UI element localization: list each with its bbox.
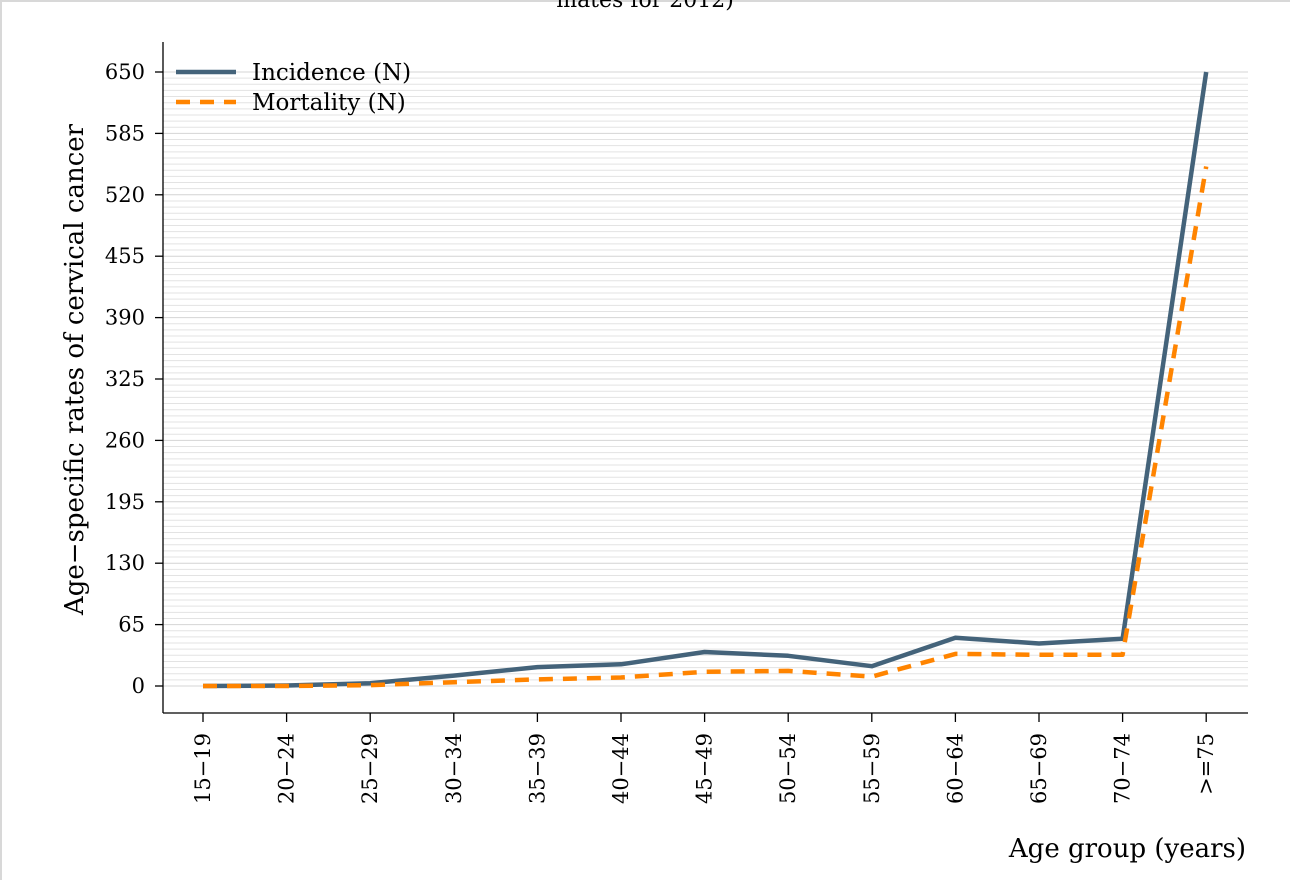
x-tick-label: 20−24 [275, 733, 299, 804]
mortality-line [203, 166, 1209, 689]
y-tick-label: 650 [105, 60, 145, 84]
x-tick-label: 25−29 [358, 733, 382, 804]
x-tick-label: 50−54 [776, 733, 800, 804]
y-tick-label: 325 [105, 367, 145, 391]
grid-lines [163, 71, 1248, 687]
y-tick-label: 390 [105, 306, 145, 330]
legend: Incidence (N) Mortality (N) [176, 60, 411, 116]
x-tick-label: 40−44 [609, 733, 633, 804]
axes: 0 65 130 195 260 325 390 455 520 585 650 15−19 20−24… [105, 42, 1248, 804]
y-tick-label: 130 [105, 551, 145, 575]
x-tick-label: 30−34 [442, 733, 466, 804]
y-tick-label: 195 [105, 490, 145, 514]
x-tick-label: 65−69 [1027, 733, 1051, 804]
incidence-line [202, 71, 1209, 689]
x-axis-label: Age group (years) [1008, 834, 1246, 864]
legend-label-incidence: Incidence (N) [252, 60, 411, 86]
x-tick-label: 45−49 [693, 733, 717, 804]
y-tick-label: 455 [105, 244, 145, 268]
series-lines [202, 71, 1209, 689]
y-axis-label: Age−specific rates of cervical cancer [60, 123, 90, 616]
chart-title: mates for 2012) [556, 0, 734, 13]
y-tick-label: 260 [105, 428, 145, 452]
x-tick-label: 55−59 [860, 733, 884, 804]
y-tick-label: 0 [132, 674, 145, 698]
x-tick-label: 70−74 [1111, 733, 1135, 804]
x-tick-label: >=75 [1194, 733, 1218, 795]
y-tick-label: 585 [105, 121, 145, 145]
y-tick-label: 520 [105, 183, 145, 207]
x-tick-label: 15−19 [191, 733, 215, 804]
x-tick-label: 35−39 [525, 733, 549, 804]
y-tick-label: 65 [118, 613, 145, 637]
x-tick-label: 60−64 [943, 733, 967, 804]
legend-label-mortality: Mortality (N) [252, 90, 406, 116]
